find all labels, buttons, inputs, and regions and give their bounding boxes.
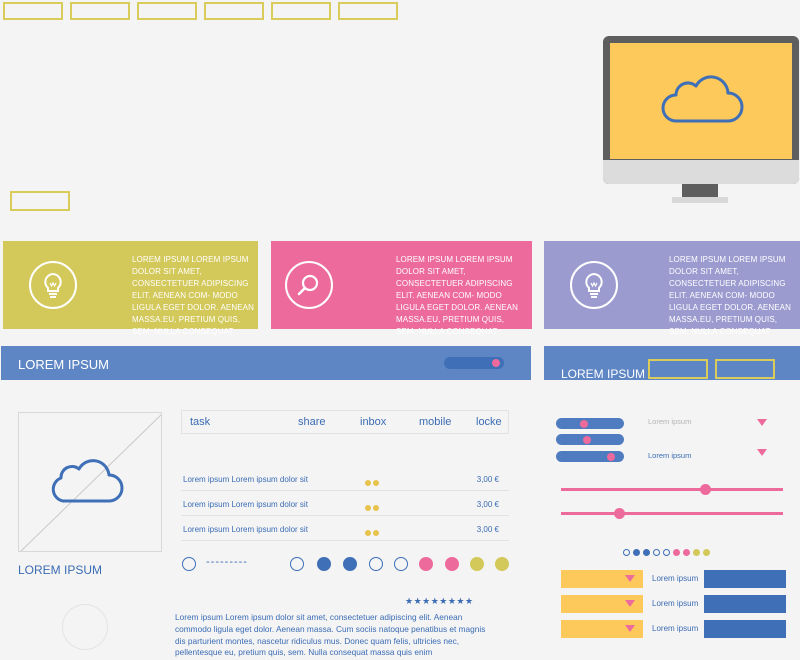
tab-mobile[interactable]: mobile <box>419 416 452 428</box>
star-rating[interactable]: ★★★★★★★★ <box>405 596 474 606</box>
toggle-switch[interactable] <box>556 451 624 462</box>
select-dropdown[interactable] <box>561 570 643 588</box>
pager-dot[interactable] <box>445 557 459 571</box>
indicator-dot[interactable] <box>663 549 670 556</box>
pager-dot[interactable] <box>495 557 509 571</box>
option-label: Lorem ipsum <box>652 599 699 608</box>
option-bar[interactable] <box>704 595 786 613</box>
nav-button-3[interactable] <box>137 2 197 20</box>
toggle-knob <box>492 359 500 367</box>
list-item[interactable]: Lorem ipsum Lorem ipsum dolor sit 3,00 € <box>181 466 509 491</box>
chevron-down-icon <box>625 575 635 582</box>
decorative-circle <box>62 604 108 650</box>
select-dropdown[interactable] <box>561 620 643 638</box>
status-dots <box>365 529 381 538</box>
pager-dot[interactable] <box>419 557 433 571</box>
chevron-down-icon <box>625 625 635 632</box>
pager-dot[interactable] <box>394 557 408 571</box>
indicator-dot[interactable] <box>693 549 700 556</box>
image-placeholder <box>18 412 162 552</box>
cloud-icon <box>51 459 124 503</box>
toggle-knob <box>580 420 588 428</box>
toggle-switch[interactable] <box>556 418 624 429</box>
monitor-bezel <box>603 160 799 184</box>
status-dots <box>365 504 381 513</box>
lightbulb-icon <box>44 272 62 298</box>
pager-dot[interactable] <box>290 557 304 571</box>
option-bar[interactable] <box>704 620 786 638</box>
search-icon <box>297 274 319 296</box>
chevron-down-icon[interactable] <box>757 419 767 426</box>
monitor-stand <box>682 184 718 198</box>
option-label: Lorem ipsum <box>652 574 699 583</box>
section-bar-left: LOREM IPSUM <box>1 346 531 380</box>
feature-card-3: LOREM IPSUM LOREM IPSUM DOLOR SIT AMET, … <box>544 241 800 336</box>
tab-inbox[interactable]: inbox <box>360 416 387 428</box>
bar-button-1[interactable] <box>648 359 708 379</box>
toggle-knob <box>583 436 591 444</box>
slider-handle[interactable] <box>700 484 711 495</box>
toggle-knob <box>607 453 615 461</box>
range-slider[interactable] <box>561 508 783 519</box>
range-slider[interactable] <box>561 484 783 495</box>
feature-card-text: LOREM IPSUM LOREM IPSUM DOLOR SIT AMET, … <box>669 255 791 336</box>
cloud-icon <box>661 75 744 123</box>
pager-dot-prev[interactable] <box>182 557 196 571</box>
indicator-dot[interactable] <box>633 549 640 556</box>
pager-dot[interactable] <box>470 557 484 571</box>
tab-bar: task share inbox mobile locke <box>181 410 509 434</box>
indicator-dot[interactable] <box>653 549 660 556</box>
lightbulb-icon <box>585 272 603 298</box>
feature-card-1: LOREM IPSUM LOREM IPSUM DOLOR SIT AMET, … <box>3 241 258 336</box>
header-toggle[interactable] <box>444 357 504 369</box>
list-item[interactable]: Lorem ipsum Lorem ipsum dolor sit 3,00 € <box>181 491 509 516</box>
carousel-indicator[interactable] <box>623 543 713 561</box>
toggle-switch[interactable] <box>556 434 624 445</box>
dropdown-label[interactable]: Lorem ipsum <box>648 417 692 426</box>
option-label: Lorem ipsum <box>652 624 699 633</box>
indicator-dot[interactable] <box>683 549 690 556</box>
hero-button[interactable] <box>10 191 70 211</box>
list-item[interactable]: Lorem ipsum Lorem ipsum dolor sit 3,00 € <box>181 516 509 541</box>
pager-dot[interactable] <box>343 557 357 571</box>
section-title: LOREM IPSUM <box>561 367 646 381</box>
bar-button-2[interactable] <box>715 359 775 379</box>
monitor-base <box>672 197 728 203</box>
nav-button-2[interactable] <box>70 2 130 20</box>
indicator-dot[interactable] <box>623 549 630 556</box>
indicator-dot[interactable] <box>643 549 650 556</box>
indicator-dot[interactable] <box>703 549 710 556</box>
chevron-down-icon[interactable] <box>757 449 767 456</box>
dropdown-label[interactable]: Lorem ipsum <box>648 451 692 460</box>
status-dots <box>365 479 381 488</box>
image-caption: LOREM IPSUM <box>18 563 103 577</box>
pager-dot[interactable] <box>317 557 331 571</box>
tab-locke[interactable]: locke <box>476 416 502 428</box>
diagonal-line <box>20 414 161 551</box>
body-paragraph: Lorem ipsum Lorem ipsum dolor sit amet, … <box>175 612 486 658</box>
pager-dot[interactable] <box>369 557 383 571</box>
monitor-screen <box>610 43 792 159</box>
feature-card-text: LOREM IPSUM LOREM IPSUM DOLOR SIT AMET, … <box>132 255 254 336</box>
section-title: LOREM IPSUM <box>18 357 110 372</box>
slider-handle[interactable] <box>614 508 625 519</box>
option-bar[interactable] <box>704 570 786 588</box>
feature-card-2: LOREM IPSUM LOREM IPSUM DOLOR SIT AMET, … <box>271 241 532 336</box>
section-bar-right: LOREM IPSUM <box>544 346 800 381</box>
nav-button-5[interactable] <box>271 2 331 20</box>
nav-button-6[interactable] <box>338 2 398 20</box>
feature-card-text: LOREM IPSUM LOREM IPSUM DOLOR SIT AMET, … <box>396 255 518 336</box>
tab-share[interactable]: share <box>298 416 326 428</box>
nav-button-4[interactable] <box>204 2 264 20</box>
chevron-down-icon <box>625 600 635 607</box>
select-dropdown[interactable] <box>561 595 643 613</box>
indicator-dot[interactable] <box>673 549 680 556</box>
nav-button-1[interactable] <box>3 2 63 20</box>
tab-task[interactable]: task <box>190 416 211 428</box>
pager-dashes: --------- <box>206 556 248 568</box>
